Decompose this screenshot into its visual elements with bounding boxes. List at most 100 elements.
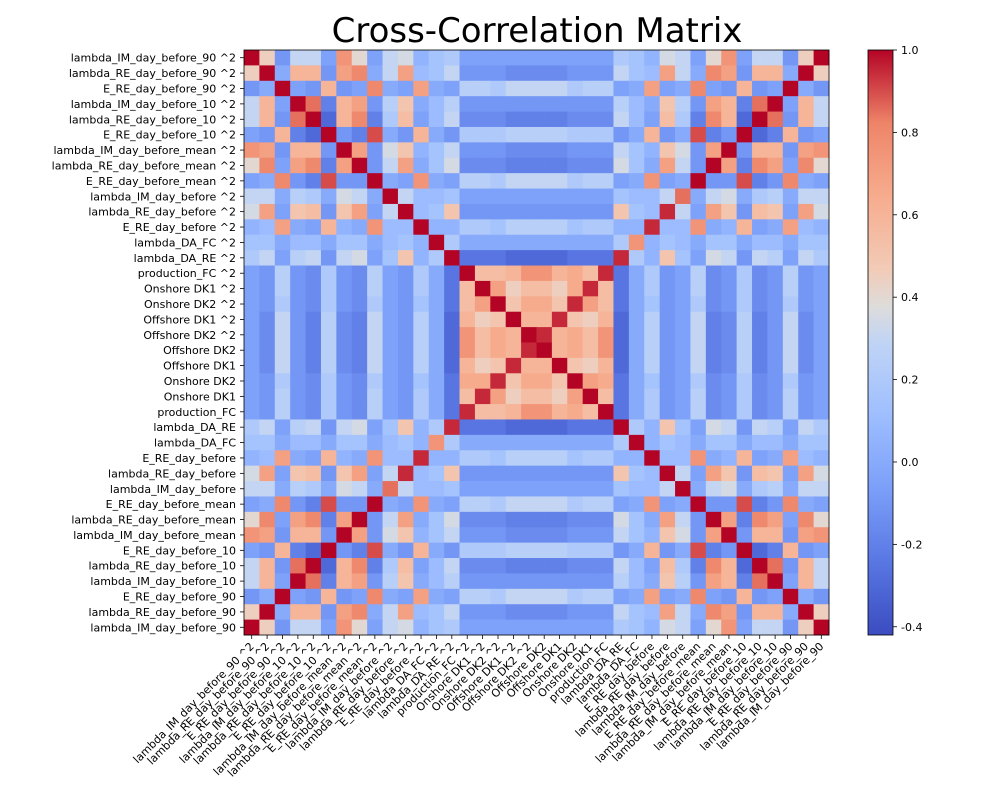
- heatmap-cell: [628, 619, 645, 636]
- heatmap-cell: [351, 465, 368, 482]
- heatmap-cell: [675, 342, 691, 359]
- heatmap-cell: [351, 327, 368, 343]
- heatmap-cell: [490, 419, 507, 436]
- heatmap-cell: [675, 126, 691, 143]
- heatmap-cell: [690, 588, 707, 605]
- heatmap-cell: [305, 126, 322, 143]
- heatmap-cell: [690, 373, 707, 390]
- heatmap-cell: [813, 573, 830, 590]
- heatmap-cell: [659, 496, 676, 513]
- heatmap-cell: [644, 80, 661, 97]
- heatmap-cell: [767, 296, 784, 313]
- heatmap-cell: [382, 96, 399, 112]
- heatmap-cell: [505, 157, 522, 174]
- heatmap-cell: [320, 450, 337, 467]
- heatmap-cell: [613, 188, 630, 205]
- heatmap-cell: [244, 450, 260, 467]
- heatmap-cell: [459, 558, 476, 574]
- heatmap-cell: [705, 434, 722, 451]
- heatmap-cell: [274, 511, 291, 528]
- heatmap-cell: [813, 542, 830, 559]
- heatmap-cell: [305, 527, 322, 544]
- heatmap-cell: [459, 219, 476, 236]
- heatmap-cell: [444, 434, 460, 451]
- heatmap-cell: [536, 604, 553, 620]
- heatmap-cell: [567, 604, 584, 620]
- heatmap-cell: [782, 619, 799, 636]
- y-tick-label: lambda_RE_day_before ^2: [88, 206, 236, 219]
- heatmap-cell: [582, 573, 599, 590]
- heatmap-cell: [459, 126, 476, 143]
- heatmap-cell: [521, 573, 537, 590]
- heatmap-cell: [582, 481, 599, 497]
- heatmap-cell: [582, 234, 599, 251]
- heatmap-cell: [613, 558, 630, 574]
- heatmap-cell: [505, 234, 522, 251]
- heatmap-cell: [690, 357, 707, 374]
- heatmap-cell: [397, 250, 414, 266]
- heatmap-cell: [675, 250, 691, 266]
- heatmap-cell: [813, 296, 830, 313]
- heatmap-cell: [459, 50, 476, 66]
- heatmap-cell: [536, 142, 553, 159]
- heatmap-cell: [336, 111, 353, 128]
- heatmap-cell: [644, 203, 661, 220]
- heatmap-cell: [536, 111, 553, 128]
- heatmap-cell: [551, 50, 568, 66]
- heatmap-cell: [367, 542, 383, 559]
- heatmap-cell: [567, 465, 584, 482]
- heatmap-cell: [397, 527, 414, 544]
- heatmap-cell: [582, 450, 599, 467]
- heatmap-cell: [582, 373, 599, 390]
- heatmap-cell: [367, 126, 383, 143]
- heatmap-cell: [274, 588, 291, 605]
- heatmap-cell: [382, 203, 399, 220]
- heatmap-cell: [490, 588, 507, 605]
- heatmap-cell: [567, 250, 584, 266]
- heatmap-cell: [798, 588, 814, 605]
- heatmap-cell: [428, 404, 445, 420]
- heatmap-cell: [659, 404, 676, 420]
- heatmap-cell: [413, 311, 430, 328]
- heatmap-cell: [551, 404, 568, 420]
- heatmap-cell: [244, 126, 260, 143]
- heatmap-cell: [644, 219, 661, 236]
- heatmap-cell: [367, 65, 383, 82]
- heatmap-cell: [721, 511, 738, 528]
- heatmap-cell: [659, 450, 676, 467]
- y-tick-label: production_FC ^2: [138, 267, 236, 280]
- heatmap-cell: [367, 357, 383, 374]
- heatmap-cell: [675, 173, 691, 189]
- heatmap-cell: [767, 173, 784, 189]
- heatmap-cell: [413, 96, 430, 112]
- heatmap-cell: [367, 404, 383, 420]
- heatmap-cell: [582, 342, 599, 359]
- heatmap-cell: [782, 542, 799, 559]
- heatmap-cell: [244, 434, 260, 451]
- heatmap-cell: [505, 357, 522, 374]
- heatmap-cell: [536, 296, 553, 313]
- heatmap-cell: [628, 50, 645, 66]
- heatmap-cell: [490, 558, 507, 574]
- heatmap-cell: [782, 465, 799, 482]
- heatmap-cell: [521, 404, 537, 420]
- heatmap-cell: [551, 450, 568, 467]
- heatmap-cell: [752, 573, 768, 590]
- heatmap-cell: [290, 588, 306, 605]
- heatmap-cell: [752, 188, 768, 205]
- heatmap-cell: [274, 142, 291, 159]
- heatmap-cell: [490, 465, 507, 482]
- heatmap-cell: [782, 280, 799, 297]
- heatmap-cell: [551, 419, 568, 436]
- heatmap-cell: [675, 496, 691, 513]
- heatmap-cell: [551, 619, 568, 636]
- heatmap-cell: [290, 50, 306, 66]
- heatmap-cell: [736, 188, 753, 205]
- heatmap-cell: [397, 188, 414, 205]
- heatmap-cell: [551, 203, 568, 220]
- heatmap-cell: [659, 96, 676, 112]
- heatmap-cell: [567, 481, 584, 497]
- heatmap-cell: [274, 619, 291, 636]
- heatmap-cell: [505, 434, 522, 451]
- heatmap-cell: [397, 219, 414, 236]
